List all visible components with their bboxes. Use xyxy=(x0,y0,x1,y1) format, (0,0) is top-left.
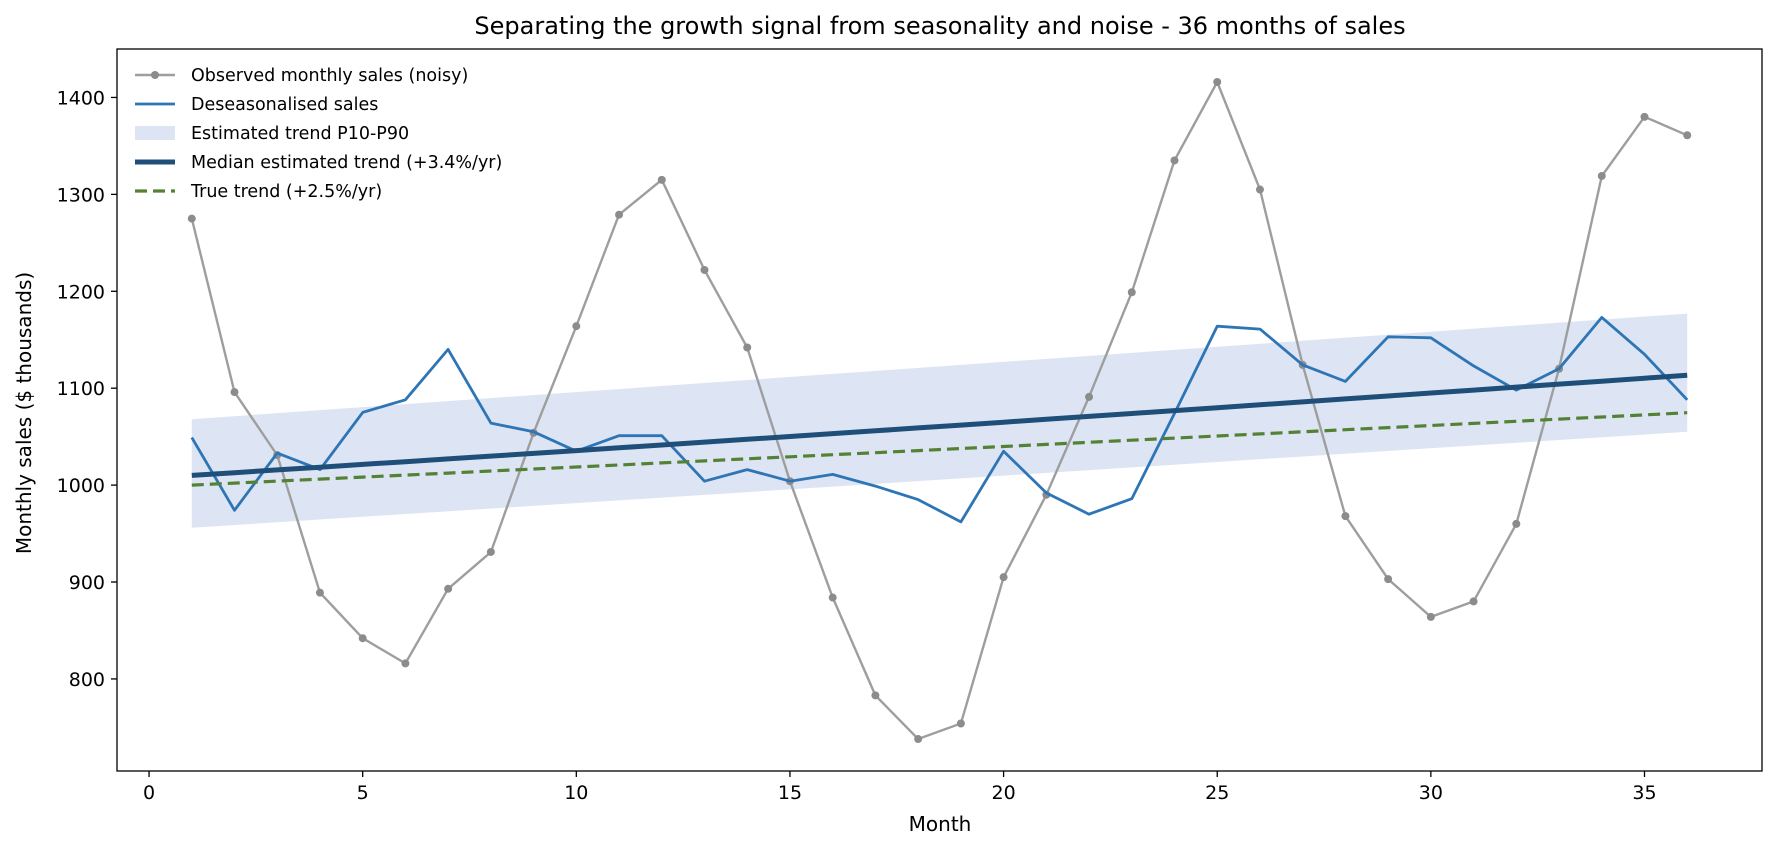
x-tick-label: 10 xyxy=(564,782,588,804)
x-tick-label: 15 xyxy=(778,782,802,804)
y-axis-title: Monthly sales ($ thousands) xyxy=(12,272,36,554)
observed-sales-point xyxy=(1512,519,1521,528)
observed-sales-point xyxy=(871,691,880,700)
legend-entry-label: Estimated trend P10-P90 xyxy=(191,124,409,144)
x-tick-label: 25 xyxy=(1205,782,1229,804)
observed-sales-point xyxy=(743,343,752,352)
chart-title: Separating the growth signal from season… xyxy=(474,12,1405,40)
observed-sales-point xyxy=(615,210,624,219)
observed-sales-point xyxy=(358,634,367,643)
observed-sales-point xyxy=(1640,112,1649,121)
deseasonalised-sales-line xyxy=(190,315,1689,524)
legend-entry-label: Deseasonalised sales xyxy=(191,95,378,115)
observed-sales-point xyxy=(572,322,581,331)
plot-frame xyxy=(116,48,1763,772)
observed-sales-point xyxy=(1170,156,1179,165)
axes: 0 5 10 15 20 25 30 35 800 900 1000 1100 1200 1300 1400 xyxy=(57,48,1763,804)
observed-sales-point xyxy=(1469,597,1478,606)
y-tick-label: 900 xyxy=(69,572,105,594)
observed-sales-point xyxy=(956,719,965,728)
observed-sales-point xyxy=(187,214,196,223)
observed-sales-point xyxy=(1127,288,1136,297)
y-tick-label: 1300 xyxy=(57,184,105,206)
y-tick-label: 1200 xyxy=(57,281,105,303)
observed-sales-point xyxy=(1384,575,1393,584)
observed-sales-point xyxy=(1085,392,1094,401)
observed-sales-point xyxy=(444,584,453,593)
observed-sales-point xyxy=(401,659,410,668)
x-tick-label: 20 xyxy=(991,782,1015,804)
x-tick-label: 5 xyxy=(357,782,369,804)
legend: Observed monthly sales (noisy) Deseasonal… xyxy=(135,66,502,202)
observed-sales-point xyxy=(1213,77,1222,86)
median-trend-line xyxy=(191,372,1688,478)
legend-entry-label: True trend (+2.5%/yr) xyxy=(190,182,382,202)
x-tick-label: 0 xyxy=(143,782,155,804)
observed-sales-point xyxy=(1341,512,1350,521)
observed-sales-point xyxy=(1426,612,1435,621)
observed-sales-line xyxy=(190,79,1688,741)
x-axis-title: Month xyxy=(909,812,972,836)
observed-sales-point xyxy=(1597,171,1606,180)
legend-entry-label: Observed monthly sales (noisy) xyxy=(191,66,468,86)
true-trend-line xyxy=(191,411,1688,487)
x-tick-label: 30 xyxy=(1419,782,1443,804)
y-tick-label: 800 xyxy=(69,669,105,691)
y-tick-label: 1400 xyxy=(57,87,105,109)
legend-observed-marker xyxy=(151,71,159,79)
y-tick-label: 1100 xyxy=(57,378,105,400)
observed-sales-point xyxy=(828,593,837,602)
x-tick-label: 35 xyxy=(1632,782,1656,804)
observed-sales-point xyxy=(315,588,324,597)
trend-band-p10-p90 xyxy=(191,313,1688,528)
observed-sales-point xyxy=(1255,185,1264,194)
plot-area xyxy=(187,77,1692,744)
observed-sales-point xyxy=(700,265,709,274)
observed-sales-point xyxy=(486,547,495,556)
observed-sales-point xyxy=(657,175,666,184)
legend-band-swatch xyxy=(135,126,175,140)
y-tick-label: 1000 xyxy=(57,475,105,497)
observed-sales-point xyxy=(1683,131,1692,140)
observed-sales-point xyxy=(230,388,239,397)
observed-sales-point xyxy=(999,573,1008,582)
observed-sales-point xyxy=(914,735,923,744)
legend-entry-label: Median estimated trend (+3.4%/yr) xyxy=(191,153,502,173)
